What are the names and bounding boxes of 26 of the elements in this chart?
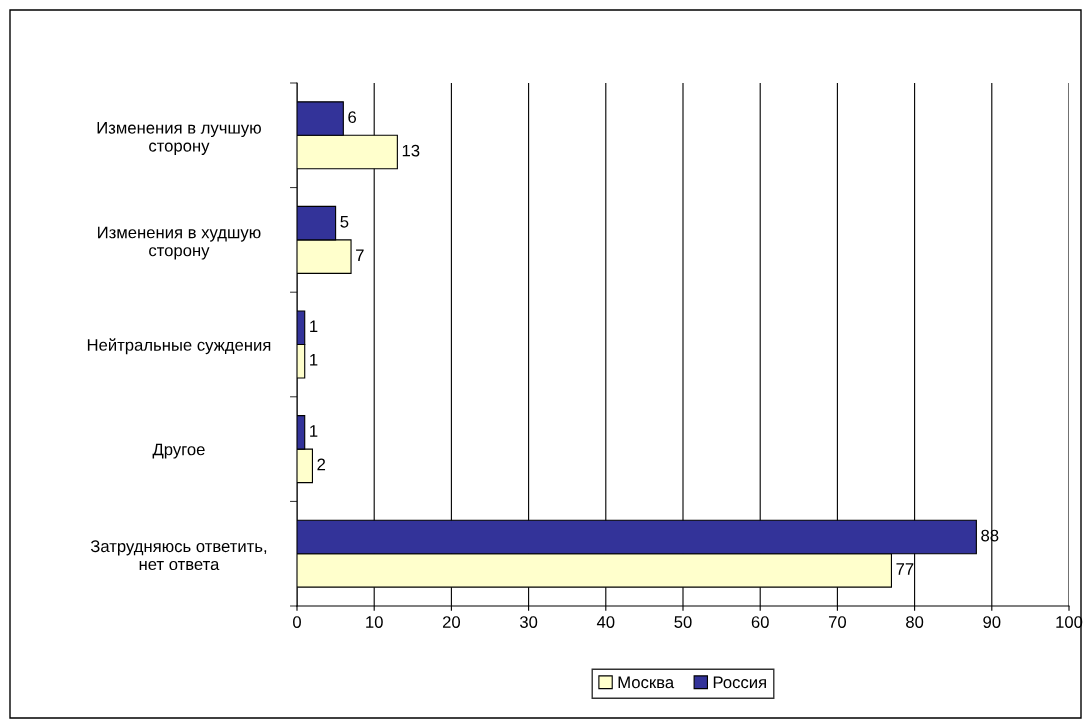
data-label: 13 — [402, 144, 420, 157]
x-tick-label: 70 — [828, 616, 847, 628]
x-tick-label: 80 — [906, 616, 924, 628]
data-label: 7 — [356, 249, 364, 261]
y-tick-label: Изменения в худшую сторону — [98, 226, 261, 260]
x-tick-label: 30 — [519, 616, 538, 628]
x-tick-label: 40 — [596, 616, 615, 628]
data-label: 1 — [310, 425, 318, 437]
x-tick-label: 90 — [983, 616, 1001, 628]
legend-label: Москва — [618, 676, 675, 689]
data-label: 5 — [340, 216, 349, 228]
data-label: 2 — [317, 458, 326, 471]
y-tick-label: Изменения в лучшую сторону — [97, 122, 261, 155]
data-label: 1 — [310, 354, 318, 366]
legend-label: Россия — [713, 676, 766, 689]
y-tick-label: Нейтральные суждения — [87, 338, 271, 355]
y-tick-label: Другое — [152, 443, 205, 459]
x-tick-label: 0 — [293, 616, 301, 628]
data-label: 77 — [896, 563, 914, 575]
x-tick-label: 50 — [674, 616, 692, 628]
x-tick-label: 10 — [366, 616, 383, 628]
x-tick-label: 60 — [751, 616, 769, 628]
y-tick-label: Затрудняюсь ответить, нет ответа — [90, 540, 267, 571]
data-label: 1 — [310, 320, 318, 333]
data-label: 6 — [348, 111, 357, 124]
x-tick-label: 20 — [442, 616, 461, 628]
